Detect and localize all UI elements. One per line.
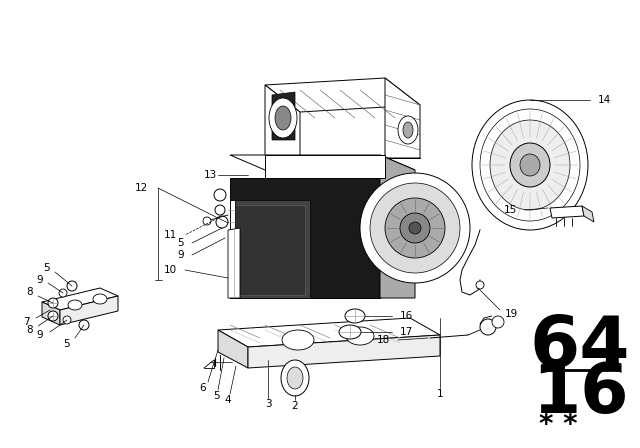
Polygon shape <box>582 206 594 222</box>
Polygon shape <box>60 296 118 325</box>
Text: 15: 15 <box>504 205 517 215</box>
Ellipse shape <box>93 294 107 304</box>
Ellipse shape <box>480 319 496 335</box>
Ellipse shape <box>370 183 460 273</box>
Ellipse shape <box>281 360 309 396</box>
Text: 17: 17 <box>400 327 413 337</box>
Text: 16: 16 <box>532 359 628 426</box>
Text: 10: 10 <box>164 265 177 275</box>
Polygon shape <box>42 288 118 310</box>
Ellipse shape <box>360 173 470 283</box>
Polygon shape <box>380 155 415 298</box>
Ellipse shape <box>339 325 361 339</box>
Text: 4: 4 <box>225 395 231 405</box>
Text: 19: 19 <box>505 309 518 319</box>
Ellipse shape <box>214 189 226 201</box>
Ellipse shape <box>346 327 374 345</box>
Ellipse shape <box>472 100 588 230</box>
Polygon shape <box>248 335 440 368</box>
Text: 18: 18 <box>377 335 390 345</box>
Polygon shape <box>42 302 60 325</box>
Ellipse shape <box>345 309 365 323</box>
Ellipse shape <box>63 316 71 324</box>
Text: 5: 5 <box>212 391 220 401</box>
Ellipse shape <box>403 122 413 138</box>
Ellipse shape <box>79 320 89 330</box>
Polygon shape <box>235 205 305 295</box>
Polygon shape <box>265 155 385 178</box>
Ellipse shape <box>400 213 430 243</box>
Ellipse shape <box>287 367 303 389</box>
Ellipse shape <box>409 222 421 234</box>
Text: 7: 7 <box>24 317 30 327</box>
Text: 6: 6 <box>200 383 206 393</box>
Text: 9: 9 <box>36 275 43 285</box>
Ellipse shape <box>520 154 540 176</box>
Text: 8: 8 <box>26 325 33 335</box>
Polygon shape <box>265 85 300 158</box>
Polygon shape <box>385 78 420 158</box>
Polygon shape <box>230 200 310 298</box>
Polygon shape <box>272 92 295 140</box>
Text: 14: 14 <box>598 95 611 105</box>
Ellipse shape <box>68 300 82 310</box>
Ellipse shape <box>275 106 291 130</box>
Polygon shape <box>230 178 380 298</box>
Polygon shape <box>218 318 440 347</box>
Text: 16: 16 <box>400 311 413 321</box>
Text: 5: 5 <box>63 339 70 349</box>
Ellipse shape <box>216 216 228 228</box>
Polygon shape <box>230 200 235 298</box>
Ellipse shape <box>59 289 67 297</box>
Text: 3: 3 <box>265 399 271 409</box>
Polygon shape <box>550 206 584 218</box>
Ellipse shape <box>510 143 550 187</box>
Ellipse shape <box>492 316 504 328</box>
Text: 13: 13 <box>204 170 216 180</box>
Text: * *: * * <box>539 411 577 439</box>
Polygon shape <box>218 330 248 368</box>
Text: 64: 64 <box>530 314 630 383</box>
Text: 9: 9 <box>36 330 43 340</box>
Ellipse shape <box>269 98 297 138</box>
Ellipse shape <box>282 330 314 350</box>
Text: 12: 12 <box>135 183 148 193</box>
Text: 9: 9 <box>177 250 184 260</box>
Ellipse shape <box>480 109 580 221</box>
Ellipse shape <box>490 120 570 210</box>
Text: 1: 1 <box>436 389 444 399</box>
Text: 2: 2 <box>292 401 298 411</box>
Polygon shape <box>265 78 420 112</box>
Ellipse shape <box>48 298 58 308</box>
Polygon shape <box>228 228 240 298</box>
Text: 5: 5 <box>177 238 184 248</box>
Text: 8: 8 <box>26 287 33 297</box>
Ellipse shape <box>398 116 418 144</box>
Ellipse shape <box>215 205 225 215</box>
Ellipse shape <box>67 281 77 291</box>
Polygon shape <box>230 155 415 170</box>
Ellipse shape <box>203 217 211 225</box>
Text: 11: 11 <box>164 230 177 240</box>
Ellipse shape <box>48 311 58 321</box>
Text: 5: 5 <box>44 263 50 273</box>
Ellipse shape <box>476 281 484 289</box>
Ellipse shape <box>385 198 445 258</box>
